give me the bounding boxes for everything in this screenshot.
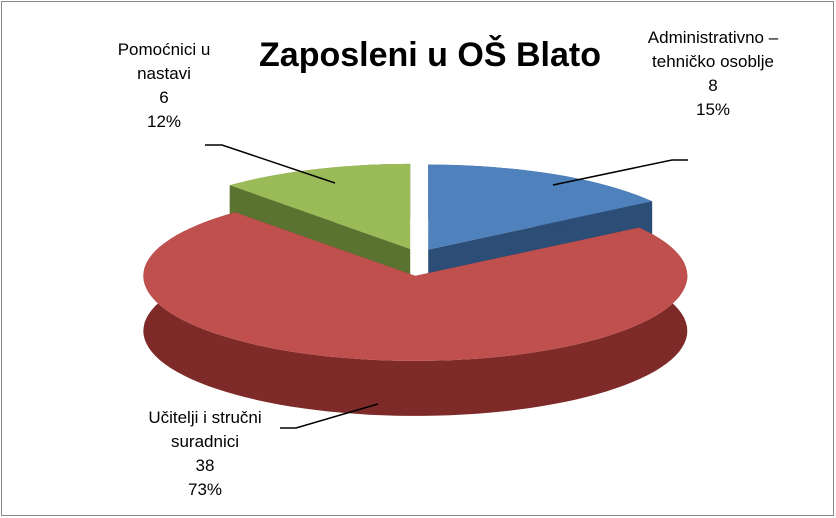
label-category: Učitelji i stručni suradnici	[148, 408, 262, 451]
label-percent: 15%	[695, 100, 731, 119]
slice	[143, 212, 688, 361]
label-value: 8	[708, 76, 718, 95]
leader-line	[205, 144, 336, 184]
label-value: 38	[195, 456, 215, 475]
pie	[143, 163, 688, 416]
slice-wall	[143, 212, 688, 416]
label-value: 6	[159, 88, 169, 107]
label-percent: 73%	[187, 480, 223, 499]
label-category: Administrativno – tehničko osoblje	[647, 28, 779, 71]
slice	[428, 164, 653, 250]
data-label: Učitelji i stručni suradnici 38 73%	[130, 406, 280, 502]
label-percent: 12%	[146, 112, 182, 131]
chart-title: Zaposleni u OŠ Blato	[259, 36, 601, 74]
label-category: Pomoćnici u nastavi	[117, 40, 211, 83]
leader-line	[280, 403, 379, 429]
leader-line	[552, 159, 688, 186]
data-label: Administrativno – tehničko osoblje 8 15%	[642, 26, 784, 122]
slice	[229, 163, 411, 249]
data-label: Pomoćnici u nastavi 6 12%	[112, 38, 216, 134]
